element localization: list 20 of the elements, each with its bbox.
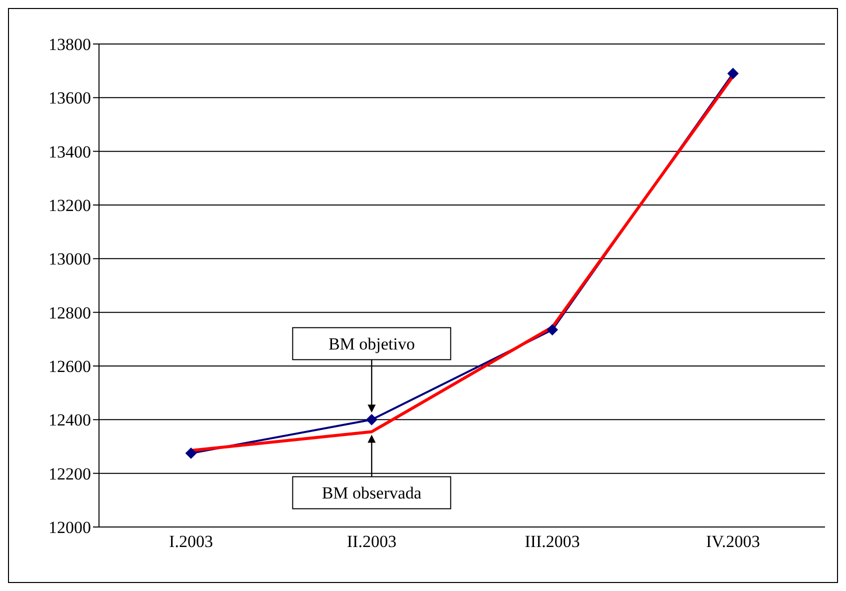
y-tick-label: 13000: [48, 250, 91, 269]
x-tick-label: III.2003: [524, 532, 580, 552]
text: BM observada: [322, 484, 422, 503]
y-tick-label: 12800: [48, 303, 91, 322]
y-tick-label: 12400: [48, 410, 91, 430]
y-tick-label: 13600: [48, 88, 91, 108]
point: [366, 414, 378, 426]
x-tick-label: II.2003: [346, 532, 396, 552]
point: [546, 324, 558, 336]
y-tick-label: 12000: [48, 518, 91, 538]
x-tick-label: IV.2003: [706, 532, 760, 552]
point: [186, 448, 196, 459]
y-tick-label: 12200: [48, 464, 91, 484]
text: BM objetivo: [328, 334, 415, 354]
y-tick-label: 13800: [48, 35, 91, 54]
y-tick-label: 13200: [48, 196, 91, 216]
y-tick-label: 12600: [48, 357, 91, 376]
point: [728, 68, 738, 80]
y-tick-label: 13400: [48, 142, 91, 162]
x-tick-label: I.2003: [169, 532, 213, 552]
